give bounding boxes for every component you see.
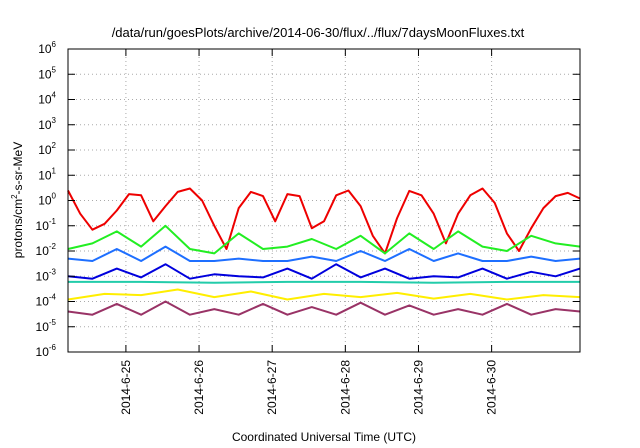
y-tick-label: 103 [38, 116, 56, 132]
x-tick-labels: 2014-6-25 2014-6-26 2014-6-27 2014-6-28 2014… [119, 360, 499, 415]
x-tick-label: 2014-6-29 [411, 360, 425, 415]
series-line-2 [67, 224, 581, 255]
series-layer [67, 187, 581, 316]
y-tick-label: 104 [38, 91, 56, 107]
series-line-5 [68, 280, 580, 284]
grid-lines [68, 49, 580, 352]
y-tick-label: 101 [38, 166, 56, 182]
x-tick-label: 2014-6-28 [338, 360, 352, 415]
y-tick-label: 105 [38, 65, 56, 81]
y-tick-label: 10-2 [36, 242, 57, 258]
y-tick-label: 10-5 [36, 318, 57, 334]
axes [67, 48, 581, 353]
y-tick-label: 100 [38, 192, 56, 208]
chart-title: /data/run/goesPlots/archive/2014-06-30/f… [112, 25, 525, 40]
y-axis-label: protons/cm2-s-sr-MeV [10, 142, 25, 258]
series-line-1 [67, 187, 581, 255]
y-tick-label: 10-1 [36, 217, 57, 233]
x-tick-label: 2014-6-25 [119, 360, 133, 415]
y-tick-label: 102 [38, 141, 56, 157]
y-tick-label: 10-3 [36, 267, 57, 283]
series-line-6 [67, 288, 581, 301]
series-line-4 [67, 263, 581, 280]
series-line-7 [67, 300, 581, 316]
y-tick-label: 10-6 [36, 343, 57, 359]
x-axis-label: Coordinated Universal Time (UTC) [232, 430, 416, 444]
y-tick-labels: 10-6 10-5 10-4 10-3 10-2 10-1 100 101 102 103 104 1… [36, 40, 57, 359]
y-tick-label: 10-4 [36, 293, 57, 309]
x-tick-label: 2014-6-27 [265, 360, 279, 415]
x-tick-label: 2014-6-30 [485, 360, 499, 415]
plot-frame [67, 48, 581, 353]
x-tick-label: 2014-6-26 [192, 360, 206, 415]
series-line-3 [67, 245, 581, 262]
y-tick-label: 106 [38, 40, 56, 56]
